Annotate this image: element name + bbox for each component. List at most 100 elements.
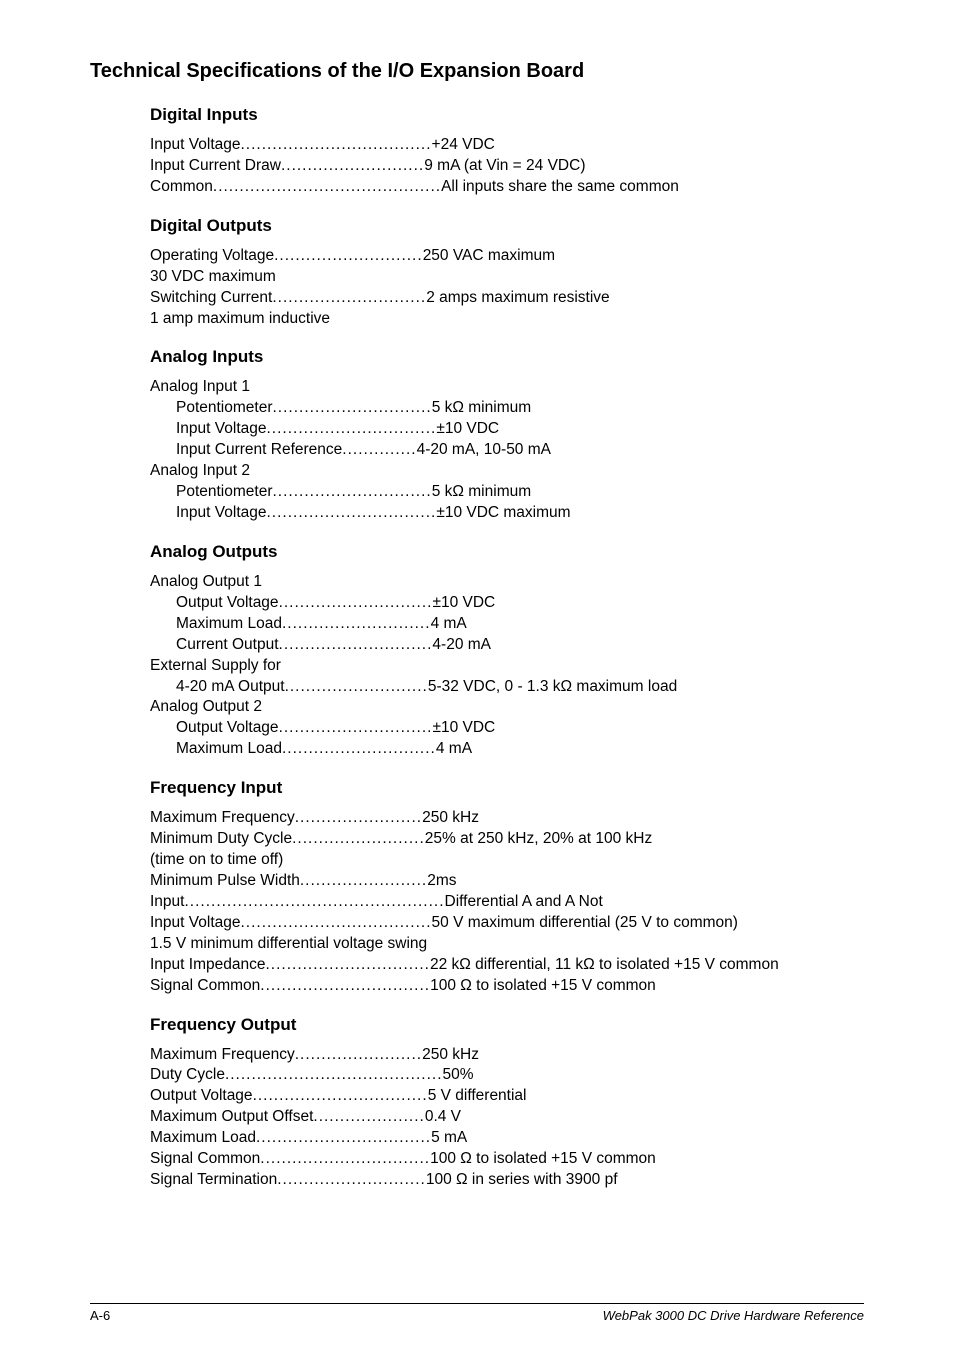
spec-dots: ................................ bbox=[260, 1149, 430, 1170]
spec-line: Potentiometer ..........................… bbox=[150, 398, 864, 419]
spec-label: Maximum Frequency bbox=[150, 808, 295, 829]
spec-value: 9 mA (at Vin = 24 VDC) bbox=[424, 156, 585, 177]
spec-value: ±10 VDC bbox=[432, 593, 495, 614]
spec-dots: ................................. bbox=[253, 1086, 428, 1107]
spec-line: Input Impedance ........................… bbox=[150, 955, 864, 976]
spec-value: 100 Ω to isolated +15 V common bbox=[430, 976, 656, 997]
spec-value: All inputs share the same common bbox=[441, 177, 679, 198]
spec-label: Analog Output 2 bbox=[150, 697, 262, 718]
spec-label: Common bbox=[150, 177, 213, 198]
spec-value: ±10 VDC maximum bbox=[436, 503, 570, 524]
spec-dots: ........................ bbox=[295, 1045, 422, 1066]
spec-label: Output Voltage bbox=[176, 593, 279, 614]
spec-line: Input Current Reference .............. 4… bbox=[150, 440, 864, 461]
spec-line: Maximum Load ...........................… bbox=[150, 1128, 864, 1149]
spec-dots: ................................ bbox=[267, 419, 437, 440]
spec-dots: ............................. bbox=[282, 739, 436, 760]
spec-value: 25% at 250 kHz, 20% at 100 kHz bbox=[425, 829, 652, 850]
spec-line: Operating Voltage ......................… bbox=[150, 246, 864, 267]
spec-value: Differential A and A Not bbox=[445, 892, 603, 913]
spec-label: Output Voltage bbox=[150, 1086, 253, 1107]
spec-value: 2ms bbox=[427, 871, 456, 892]
spec-dots: ........................ bbox=[295, 808, 422, 829]
spec-value: 5 V differential bbox=[428, 1086, 527, 1107]
spec-line: Input Voltage ..........................… bbox=[150, 419, 864, 440]
spec-label: Input Voltage bbox=[176, 503, 267, 524]
spec-line: Analog Output 2 bbox=[150, 697, 864, 718]
spec-label: Signal Termination bbox=[150, 1170, 277, 1191]
spec-line: Input Voltage ..........................… bbox=[150, 503, 864, 524]
spec-line: Maximum Load ...........................… bbox=[150, 739, 864, 760]
spec-label: Input Impedance bbox=[150, 955, 265, 976]
spec-label: Signal Common bbox=[150, 976, 260, 997]
section-analog-inputs: Analog Input 1Potentiometer ............… bbox=[150, 377, 864, 523]
spec-continuation: 30 VDC maximum bbox=[150, 267, 864, 288]
spec-dots: ........................................… bbox=[184, 892, 444, 913]
spec-label: Maximum Frequency bbox=[150, 1045, 295, 1066]
spec-label: Input Voltage bbox=[176, 419, 267, 440]
spec-value: 250 kHz bbox=[422, 1045, 479, 1066]
spec-dots: .............. bbox=[342, 440, 416, 461]
spec-value: 0.4 V bbox=[425, 1107, 461, 1128]
spec-dots: ......................... bbox=[292, 829, 425, 850]
spec-dots: ................................ bbox=[267, 503, 437, 524]
spec-line: Switching Current ......................… bbox=[150, 288, 864, 309]
spec-line: Analog Input 2 bbox=[150, 461, 864, 482]
spec-dots: .................................... bbox=[241, 135, 432, 156]
spec-label: Output Voltage bbox=[176, 718, 279, 739]
spec-value: 4 mA bbox=[436, 739, 472, 760]
spec-dots: ................................. bbox=[256, 1128, 431, 1149]
spec-line: Minimum Duty Cycle .....................… bbox=[150, 829, 864, 850]
spec-value: 100 Ω in series with 3900 pf bbox=[426, 1170, 618, 1191]
spec-label: (time on to time off) bbox=[150, 850, 283, 871]
footer: A-6 WebPak 3000 DC Drive Hardware Refere… bbox=[90, 1303, 864, 1323]
spec-line: Maximum Output Offset ..................… bbox=[150, 1107, 864, 1128]
spec-line: Signal Common ..........................… bbox=[150, 976, 864, 997]
footer-doc-title: WebPak 3000 DC Drive Hardware Reference bbox=[603, 1308, 864, 1323]
spec-dots: .............................. bbox=[273, 482, 432, 503]
content: Digital Inputs Input Voltage ...........… bbox=[150, 105, 864, 1191]
spec-label: Maximum Load bbox=[150, 1128, 256, 1149]
spec-dots: ............................... bbox=[265, 955, 430, 976]
spec-label: Switching Current bbox=[150, 288, 272, 309]
spec-continuation: 1.5 V minimum differential voltage swing bbox=[150, 934, 864, 955]
spec-value: 4-20 mA, 10-50 mA bbox=[417, 440, 551, 461]
spec-line: Input ..................................… bbox=[150, 892, 864, 913]
spec-label: Minimum Duty Cycle bbox=[150, 829, 292, 850]
spec-line: Analog Input 1 bbox=[150, 377, 864, 398]
spec-label: Analog Output 1 bbox=[150, 572, 262, 593]
section-digital-outputs: Operating Voltage ......................… bbox=[150, 246, 864, 330]
spec-label: Duty Cycle bbox=[150, 1065, 225, 1086]
spec-line: 4-20 mA Output .........................… bbox=[150, 677, 864, 698]
spec-dots: .............................. bbox=[273, 398, 432, 419]
spec-line: Maximum Frequency ......................… bbox=[150, 808, 864, 829]
spec-label: Analog Input 1 bbox=[150, 377, 250, 398]
section-heading-frequency-output: Frequency Output bbox=[150, 1015, 864, 1035]
spec-line: Output Voltage .........................… bbox=[150, 718, 864, 739]
spec-value: 250 kHz bbox=[422, 808, 479, 829]
spec-value: ±10 VDC bbox=[432, 718, 495, 739]
section-heading-analog-outputs: Analog Outputs bbox=[150, 542, 864, 562]
spec-line: (time on to time off) bbox=[150, 850, 864, 871]
spec-value: 50% bbox=[443, 1065, 474, 1086]
spec-label: Minimum Pulse Width bbox=[150, 871, 300, 892]
spec-dots: ........................... bbox=[281, 156, 424, 177]
spec-dots: ........................... bbox=[285, 677, 428, 698]
spec-label: Potentiometer bbox=[176, 398, 273, 419]
spec-label: Potentiometer bbox=[176, 482, 273, 503]
spec-continuation: 1 amp maximum inductive bbox=[150, 309, 864, 330]
spec-dots: ........................................… bbox=[225, 1065, 443, 1086]
spec-dots: ............................ bbox=[277, 1170, 426, 1191]
spec-label: Operating Voltage bbox=[150, 246, 274, 267]
spec-label: Maximum Load bbox=[176, 739, 282, 760]
section-heading-digital-inputs: Digital Inputs bbox=[150, 105, 864, 125]
section-heading-digital-outputs: Digital Outputs bbox=[150, 216, 864, 236]
spec-dots: ..................... bbox=[313, 1107, 424, 1128]
page: Technical Specifications of the I/O Expa… bbox=[0, 0, 954, 1351]
spec-label: Analog Input 2 bbox=[150, 461, 250, 482]
spec-value: ±10 VDC bbox=[436, 419, 499, 440]
spec-value: 100 Ω to isolated +15 V common bbox=[430, 1149, 656, 1170]
spec-dots: ............................. bbox=[279, 718, 433, 739]
section-frequency-input: Maximum Frequency ......................… bbox=[150, 808, 864, 996]
spec-value: 5 mA bbox=[431, 1128, 467, 1149]
